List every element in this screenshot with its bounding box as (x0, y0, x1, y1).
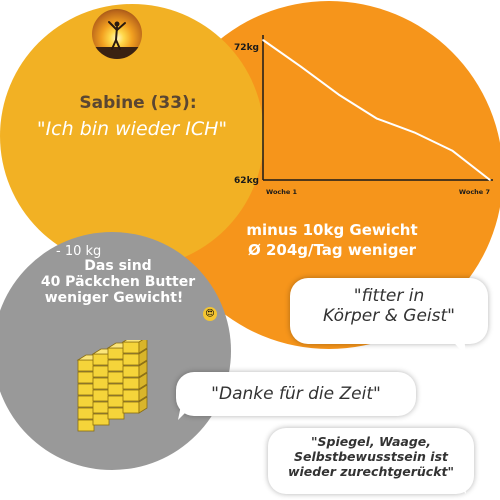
weight-data-point (300, 65, 302, 68)
butter-package (92, 413, 110, 426)
speech-bubble-tail-icon (448, 474, 466, 494)
butter-package (92, 389, 110, 402)
butter-package (92, 365, 110, 378)
bubble-fitter-line-2: Körper & Geist" (323, 306, 455, 326)
person-name: Sabine (33): (79, 93, 197, 113)
butter-package (107, 383, 125, 396)
butter-package (77, 383, 95, 396)
butter-package (107, 359, 125, 372)
weight-loss-text: minus 10kg Gewicht (246, 221, 418, 239)
butter-package (107, 347, 125, 360)
bubble-fitter-line-1: "fitter in (353, 286, 425, 306)
butter-package (122, 341, 140, 354)
bubble-spiegel-line-2: Selbstbewusstsein ist (293, 449, 448, 464)
avatar (92, 9, 142, 59)
butter-package (77, 407, 95, 420)
butter-line-3: weniger Gewicht! (44, 290, 184, 306)
weight-data-point (375, 117, 378, 120)
bubble-spiegel-line-1: "Spiegel, Waage, (310, 434, 432, 449)
butter-package-side (138, 372, 148, 390)
butter-package-top (121, 340, 143, 343)
person-sunset-icon (92, 21, 142, 59)
butter-package-side (138, 348, 148, 366)
speech-bubble-tail-icon (178, 400, 198, 420)
butter-package (122, 401, 140, 414)
butter-packages-icon (76, 340, 148, 432)
butter-line-2: 40 Päckchen Butter (40, 274, 196, 290)
speech-bubble-tail-icon (448, 336, 466, 356)
butter-line-1: Das sind (84, 258, 152, 274)
butter-package (77, 419, 95, 432)
butter-package (77, 359, 95, 372)
weight-data-point (489, 179, 491, 181)
butter-package (107, 407, 125, 420)
butter-package (92, 401, 110, 414)
x-tick-label-left: Woche 1 (266, 188, 298, 196)
speech-bubble-spiegel: "Spiegel, Waage, Selbstbewusstsein ist w… (268, 428, 474, 494)
heart-eyes-emoji-icon: 😍 (203, 307, 217, 321)
butter-package-side (138, 340, 148, 354)
butter-package (122, 353, 140, 366)
butter-package (92, 377, 110, 390)
main-quote: "Ich bin wieder ICH" (36, 118, 228, 140)
weight-chart: 72kg 62kg Woche 1 Woche 7 (234, 35, 493, 196)
bubble-danke-text: "Danke für die Zeit" (211, 384, 381, 404)
butter-package-side (138, 360, 148, 378)
butter-package (122, 377, 140, 390)
kg-loss-text: - 10 kg (56, 244, 102, 259)
butter-package-side (138, 384, 148, 402)
weight-series-line (262, 39, 491, 181)
butter-package-side (138, 396, 148, 414)
weight-data-point (337, 93, 340, 96)
butter-package (107, 395, 125, 408)
speech-bubble-fitter: "fitter in Körper & Geist" (290, 278, 488, 344)
bubble-spiegel-line-3: wieder zurechtgerückt" (287, 464, 455, 479)
butter-package (92, 353, 110, 366)
weight-data-point (451, 149, 453, 152)
weight-data-point (262, 39, 264, 41)
speech-bubble-danke: "Danke für die Zeit" (176, 372, 416, 416)
butter-package (107, 371, 125, 384)
butter-package (77, 371, 95, 384)
y-tick-label-top: 72kg (234, 43, 259, 53)
y-tick-label-bottom: 62kg (234, 176, 259, 186)
weight-data-point (413, 131, 416, 134)
butter-package (77, 395, 95, 408)
butter-package (122, 389, 140, 402)
x-tick-label-right: Woche 7 (459, 188, 490, 196)
butter-package (122, 365, 140, 378)
daily-loss-text: Ø 204g/Tag weniger (247, 241, 417, 259)
